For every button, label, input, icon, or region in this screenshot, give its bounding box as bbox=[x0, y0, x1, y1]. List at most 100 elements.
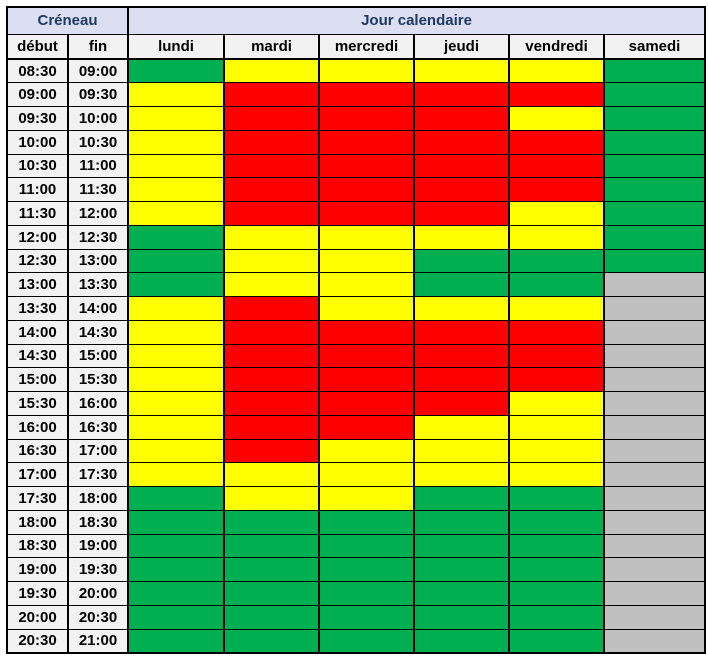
slot-cell-mardi[interactable] bbox=[223, 106, 320, 131]
slot-cell-samedi[interactable] bbox=[602, 82, 707, 107]
slot-cell-samedi[interactable] bbox=[602, 581, 707, 606]
slot-cell-vendredi[interactable] bbox=[508, 581, 605, 606]
slot-cell-jeudi[interactable] bbox=[413, 153, 510, 179]
slot-cell-jeudi[interactable] bbox=[413, 628, 510, 654]
slot-cell-mercredi[interactable] bbox=[318, 367, 415, 392]
slot-cell-vendredi[interactable] bbox=[508, 604, 605, 630]
slot-cell-lundi[interactable] bbox=[127, 581, 225, 606]
slot-cell-lundi[interactable] bbox=[127, 296, 225, 321]
slot-cell-lundi[interactable] bbox=[127, 509, 225, 535]
slot-cell-samedi[interactable] bbox=[602, 533, 707, 559]
slot-cell-mercredi[interactable] bbox=[318, 628, 415, 654]
slot-cell-mardi[interactable] bbox=[223, 628, 320, 654]
slot-cell-mardi[interactable] bbox=[223, 248, 320, 274]
slot-cell-vendredi[interactable] bbox=[508, 224, 605, 250]
slot-cell-vendredi[interactable] bbox=[508, 129, 605, 155]
slot-cell-mercredi[interactable] bbox=[318, 391, 415, 416]
slot-cell-lundi[interactable] bbox=[127, 153, 225, 179]
slot-cell-jeudi[interactable] bbox=[413, 486, 510, 511]
slot-cell-mardi[interactable] bbox=[223, 557, 320, 582]
slot-cell-mercredi[interactable] bbox=[318, 581, 415, 606]
slot-cell-jeudi[interactable] bbox=[413, 509, 510, 535]
slot-cell-samedi[interactable] bbox=[602, 296, 707, 321]
slot-cell-mercredi[interactable] bbox=[318, 153, 415, 179]
slot-cell-samedi[interactable] bbox=[602, 248, 707, 274]
slot-cell-vendredi[interactable] bbox=[508, 343, 605, 369]
slot-cell-samedi[interactable] bbox=[602, 438, 707, 464]
slot-cell-lundi[interactable] bbox=[127, 248, 225, 274]
slot-cell-jeudi[interactable] bbox=[413, 296, 510, 321]
slot-cell-jeudi[interactable] bbox=[413, 343, 510, 369]
slot-cell-jeudi[interactable] bbox=[413, 224, 510, 250]
slot-cell-mardi[interactable] bbox=[223, 224, 320, 250]
slot-cell-vendredi[interactable] bbox=[508, 319, 605, 345]
slot-cell-mardi[interactable] bbox=[223, 581, 320, 606]
slot-cell-mercredi[interactable] bbox=[318, 201, 415, 226]
slot-cell-samedi[interactable] bbox=[602, 486, 707, 511]
slot-cell-mercredi[interactable] bbox=[318, 509, 415, 535]
slot-cell-samedi[interactable] bbox=[602, 153, 707, 179]
slot-cell-lundi[interactable] bbox=[127, 628, 225, 654]
slot-cell-vendredi[interactable] bbox=[508, 557, 605, 582]
slot-cell-vendredi[interactable] bbox=[508, 58, 605, 84]
slot-cell-jeudi[interactable] bbox=[413, 367, 510, 392]
slot-cell-mercredi[interactable] bbox=[318, 106, 415, 131]
slot-cell-mardi[interactable] bbox=[223, 82, 320, 107]
slot-cell-jeudi[interactable] bbox=[413, 414, 510, 440]
slot-cell-samedi[interactable] bbox=[602, 343, 707, 369]
slot-cell-lundi[interactable] bbox=[127, 58, 225, 84]
slot-cell-samedi[interactable] bbox=[602, 106, 707, 131]
slot-cell-mercredi[interactable] bbox=[318, 557, 415, 582]
slot-cell-mardi[interactable] bbox=[223, 367, 320, 392]
slot-cell-samedi[interactable] bbox=[602, 367, 707, 392]
slot-cell-samedi[interactable] bbox=[602, 272, 707, 297]
slot-cell-vendredi[interactable] bbox=[508, 438, 605, 464]
slot-cell-lundi[interactable] bbox=[127, 201, 225, 226]
slot-cell-mardi[interactable] bbox=[223, 201, 320, 226]
slot-cell-vendredi[interactable] bbox=[508, 248, 605, 274]
slot-cell-mardi[interactable] bbox=[223, 604, 320, 630]
slot-cell-mardi[interactable] bbox=[223, 414, 320, 440]
slot-cell-mercredi[interactable] bbox=[318, 486, 415, 511]
slot-cell-mardi[interactable] bbox=[223, 296, 320, 321]
slot-cell-lundi[interactable] bbox=[127, 82, 225, 107]
slot-cell-jeudi[interactable] bbox=[413, 248, 510, 274]
slot-cell-samedi[interactable] bbox=[602, 557, 707, 582]
slot-cell-jeudi[interactable] bbox=[413, 391, 510, 416]
slot-cell-vendredi[interactable] bbox=[508, 201, 605, 226]
slot-cell-samedi[interactable] bbox=[602, 177, 707, 202]
slot-cell-mercredi[interactable] bbox=[318, 224, 415, 250]
slot-cell-mercredi[interactable] bbox=[318, 533, 415, 559]
slot-cell-mardi[interactable] bbox=[223, 391, 320, 416]
slot-cell-jeudi[interactable] bbox=[413, 462, 510, 487]
slot-cell-lundi[interactable] bbox=[127, 486, 225, 511]
slot-cell-vendredi[interactable] bbox=[508, 367, 605, 392]
slot-cell-jeudi[interactable] bbox=[413, 533, 510, 559]
slot-cell-mardi[interactable] bbox=[223, 272, 320, 297]
slot-cell-vendredi[interactable] bbox=[508, 509, 605, 535]
slot-cell-mardi[interactable] bbox=[223, 533, 320, 559]
slot-cell-mercredi[interactable] bbox=[318, 58, 415, 84]
slot-cell-vendredi[interactable] bbox=[508, 414, 605, 440]
slot-cell-mercredi[interactable] bbox=[318, 272, 415, 297]
slot-cell-vendredi[interactable] bbox=[508, 391, 605, 416]
slot-cell-jeudi[interactable] bbox=[413, 82, 510, 107]
slot-cell-jeudi[interactable] bbox=[413, 177, 510, 202]
slot-cell-vendredi[interactable] bbox=[508, 486, 605, 511]
slot-cell-vendredi[interactable] bbox=[508, 533, 605, 559]
slot-cell-jeudi[interactable] bbox=[413, 581, 510, 606]
slot-cell-mercredi[interactable] bbox=[318, 248, 415, 274]
slot-cell-samedi[interactable] bbox=[602, 201, 707, 226]
slot-cell-mardi[interactable] bbox=[223, 343, 320, 369]
slot-cell-lundi[interactable] bbox=[127, 462, 225, 487]
slot-cell-mardi[interactable] bbox=[223, 486, 320, 511]
slot-cell-lundi[interactable] bbox=[127, 414, 225, 440]
slot-cell-mercredi[interactable] bbox=[318, 462, 415, 487]
slot-cell-vendredi[interactable] bbox=[508, 462, 605, 487]
slot-cell-mardi[interactable] bbox=[223, 462, 320, 487]
slot-cell-lundi[interactable] bbox=[127, 319, 225, 345]
slot-cell-jeudi[interactable] bbox=[413, 58, 510, 84]
slot-cell-lundi[interactable] bbox=[127, 604, 225, 630]
slot-cell-samedi[interactable] bbox=[602, 224, 707, 250]
slot-cell-mardi[interactable] bbox=[223, 438, 320, 464]
